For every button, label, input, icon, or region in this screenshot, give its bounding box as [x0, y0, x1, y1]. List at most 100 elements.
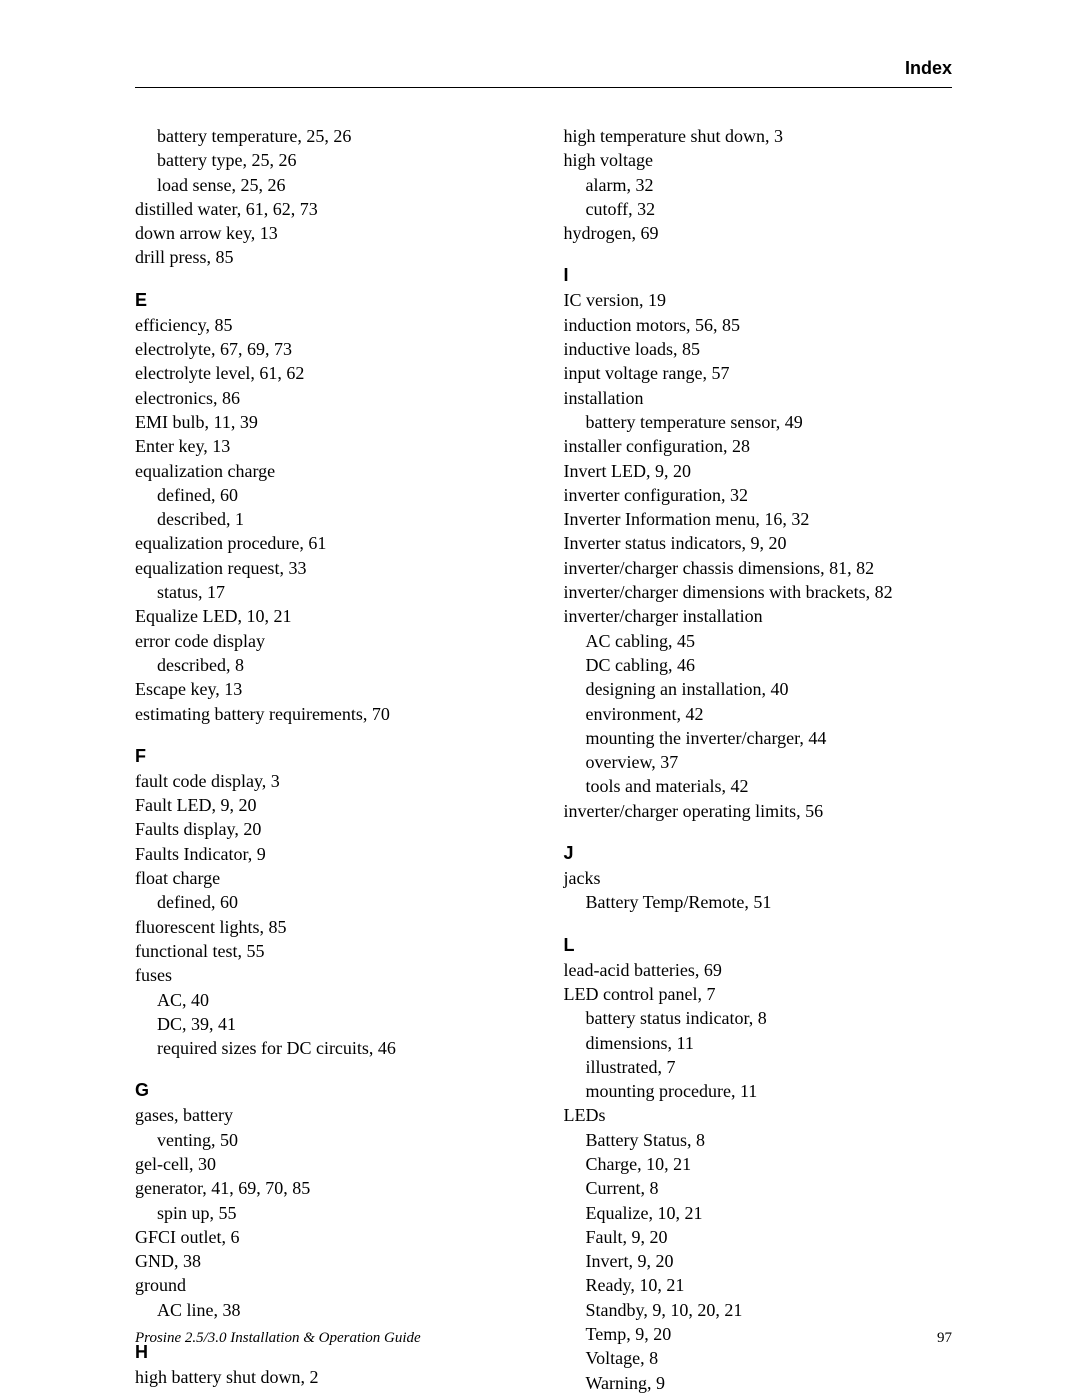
index-entry: status, 17	[135, 580, 524, 604]
index-entry: fluorescent lights, 85	[135, 915, 524, 939]
footer-page-number: 97	[937, 1330, 952, 1347]
index-entry: LEDs	[564, 1103, 953, 1127]
index-entry: float charge	[135, 866, 524, 890]
index-entry: equalization charge	[135, 459, 524, 483]
index-entry: GFCI outlet, 6	[135, 1225, 524, 1249]
index-entry: Inverter status indicators, 9, 20	[564, 531, 953, 555]
index-entry: electrolyte, 67, 69, 73	[135, 337, 524, 361]
index-entry: designing an installation, 40	[564, 677, 953, 701]
section-letter: G	[135, 1080, 524, 1101]
index-entry: electrolyte level, 61, 62	[135, 361, 524, 385]
index-entry: described, 8	[135, 653, 524, 677]
index-entry: overview, 37	[564, 750, 953, 774]
index-entry: DC, 39, 41	[135, 1012, 524, 1036]
index-entry: GND, 38	[135, 1249, 524, 1273]
index-entry: Standby, 9, 10, 20, 21	[564, 1298, 953, 1322]
index-entry: fuses	[135, 963, 524, 987]
index-entry: estimating battery requirements, 70	[135, 702, 524, 726]
index-entry: DC cabling, 46	[564, 653, 953, 677]
section-letter: L	[564, 935, 953, 956]
index-entry: drill press, 85	[135, 245, 524, 269]
index-entry: fault code display, 3	[135, 769, 524, 793]
index-entry: installer configuration, 28	[564, 434, 953, 458]
index-entry: AC line, 38	[135, 1298, 524, 1322]
left-column: battery temperature, 25, 26battery type,…	[135, 124, 524, 1395]
index-entry: described, 1	[135, 507, 524, 531]
index-entry: high battery shut down, 2	[135, 1365, 524, 1389]
index-entry: high temperature shut down, 3	[564, 124, 953, 148]
header-title: Index	[905, 58, 952, 78]
index-entry: battery status indicator, 8	[564, 1006, 953, 1030]
index-entry: functional test, 55	[135, 939, 524, 963]
index-entry: Ready, 10, 21	[564, 1273, 953, 1297]
index-entry: inverter configuration, 32	[564, 483, 953, 507]
index-entry: Faults display, 20	[135, 817, 524, 841]
index-entry: defined, 60	[135, 483, 524, 507]
index-entry: Equalize, 10, 21	[564, 1201, 953, 1225]
index-entry: jacks	[564, 866, 953, 890]
section-letter: F	[135, 746, 524, 767]
index-entry: Battery Status, 8	[564, 1128, 953, 1152]
index-entry: Invert LED, 9, 20	[564, 459, 953, 483]
index-entry: Equalize LED, 10, 21	[135, 604, 524, 628]
index-entry: electronics, 86	[135, 386, 524, 410]
index-entry: EMI bulb, 11, 39	[135, 410, 524, 434]
index-entry: Inverter Information menu, 16, 32	[564, 507, 953, 531]
index-entry: inverter/charger operating limits, 56	[564, 799, 953, 823]
index-entry: ground	[135, 1273, 524, 1297]
index-entry: Warning, 9	[564, 1371, 953, 1395]
index-entry: inductive loads, 85	[564, 337, 953, 361]
index-entry: Enter key, 13	[135, 434, 524, 458]
index-entry: cutoff, 32	[564, 197, 953, 221]
index-entry: Faults Indicator, 9	[135, 842, 524, 866]
index-entry: gases, battery	[135, 1103, 524, 1127]
index-entry: AC cabling, 45	[564, 629, 953, 653]
page-footer: Prosine 2.5/3.0 Installation & Operation…	[135, 1330, 952, 1347]
section-letter: I	[564, 265, 953, 286]
index-entry: lead-acid batteries, 69	[564, 958, 953, 982]
index-entry: mounting procedure, 11	[564, 1079, 953, 1103]
index-entry: distilled water, 61, 62, 73	[135, 197, 524, 221]
index-entry: Battery Temp/Remote, 51	[564, 890, 953, 914]
index-entry: environment, 42	[564, 702, 953, 726]
index-entry: induction motors, 56, 85	[564, 313, 953, 337]
index-entry: efficiency, 85	[135, 313, 524, 337]
index-entry: error code display	[135, 629, 524, 653]
index-entry: battery temperature, 25, 26	[135, 124, 524, 148]
index-entry: mounting the inverter/charger, 44	[564, 726, 953, 750]
index-entry: high voltage	[564, 148, 953, 172]
index-entry: alarm, 32	[564, 173, 953, 197]
index-entry: inverter/charger chassis dimensions, 81,…	[564, 556, 953, 580]
index-entry: dimensions, 11	[564, 1031, 953, 1055]
index-entry: inverter/charger dimensions with bracket…	[564, 580, 953, 604]
index-entry: battery type, 25, 26	[135, 148, 524, 172]
index-entry: hydrogen, 69	[564, 221, 953, 245]
section-letter: J	[564, 843, 953, 864]
index-entry: illustrated, 7	[564, 1055, 953, 1079]
index-entry: Charge, 10, 21	[564, 1152, 953, 1176]
index-entry: equalization request, 33	[135, 556, 524, 580]
footer-guide-title: Prosine 2.5/3.0 Installation & Operation…	[135, 1330, 421, 1347]
index-entry: Fault LED, 9, 20	[135, 793, 524, 817]
index-entry: LED control panel, 7	[564, 982, 953, 1006]
right-column: high temperature shut down, 3high voltag…	[564, 124, 953, 1395]
index-entry: tools and materials, 42	[564, 774, 953, 798]
index-entry: Current, 8	[564, 1176, 953, 1200]
index-entry: inverter/charger installation	[564, 604, 953, 628]
index-entry: gel-cell, 30	[135, 1152, 524, 1176]
index-entry: Fault, 9, 20	[564, 1225, 953, 1249]
index-entry: input voltage range, 57	[564, 361, 953, 385]
index-entry: generator, 41, 69, 70, 85	[135, 1176, 524, 1200]
page-header: Index	[135, 58, 952, 88]
index-entry: Escape key, 13	[135, 677, 524, 701]
index-entry: AC, 40	[135, 988, 524, 1012]
index-entry: equalization procedure, 61	[135, 531, 524, 555]
index-entry: load sense, 25, 26	[135, 173, 524, 197]
index-entry: installation	[564, 386, 953, 410]
section-letter: E	[135, 290, 524, 311]
index-entry: Voltage, 8	[564, 1346, 953, 1370]
index-columns: battery temperature, 25, 26battery type,…	[135, 124, 952, 1395]
index-entry: venting, 50	[135, 1128, 524, 1152]
index-entry: IC version, 19	[564, 288, 953, 312]
index-entry: down arrow key, 13	[135, 221, 524, 245]
